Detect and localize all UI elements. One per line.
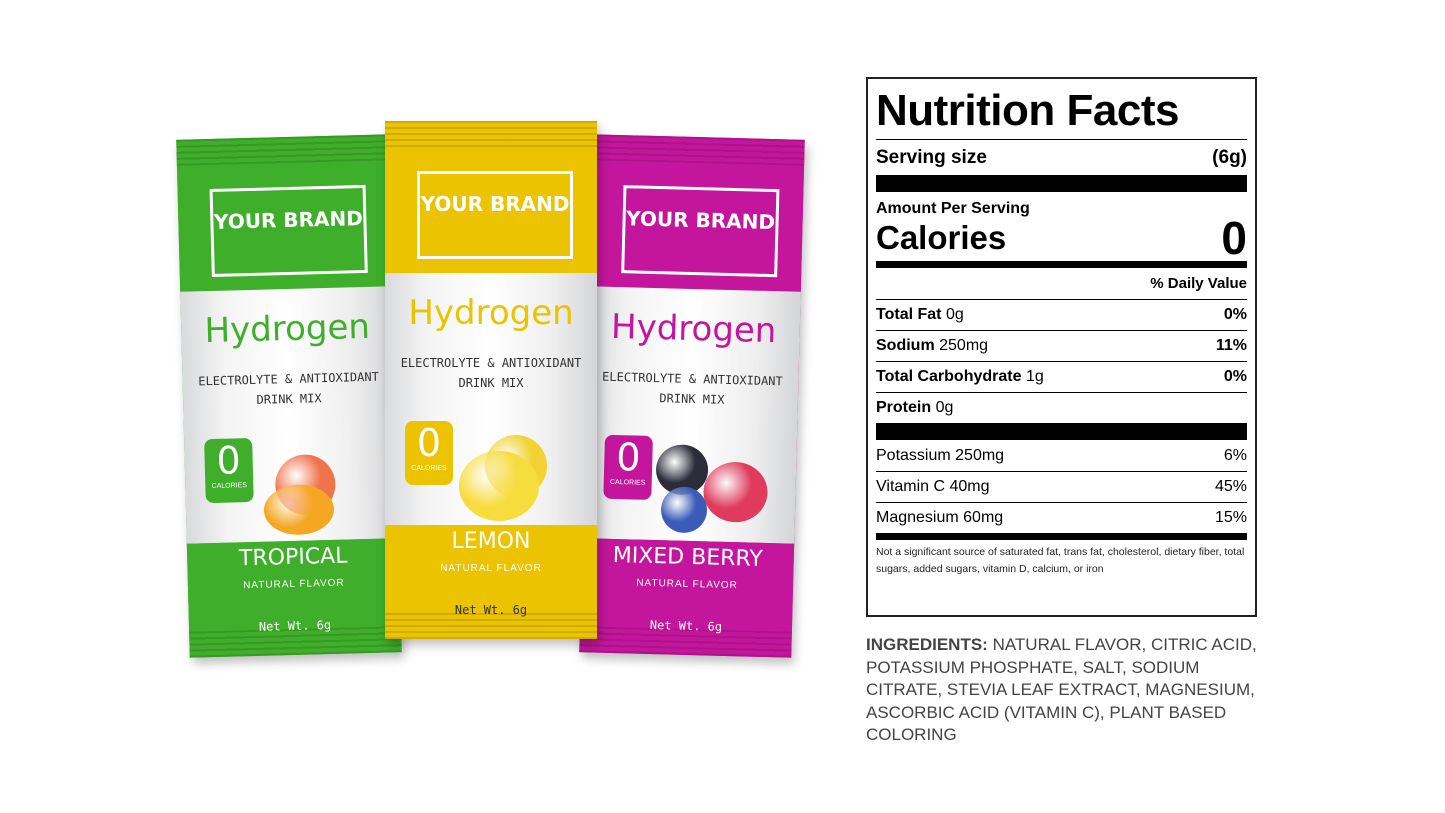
zero-calories-badge: 0 CALORIES <box>603 434 653 500</box>
ingredients-text: NATURAL FLAVOR, CITRIC ACID, POTASSIUM P… <box>866 635 1257 744</box>
product-subtitle: ELECTROLYTE & ANTIOXIDANT DRINK MIX <box>400 356 582 390</box>
packet-mixed-berry: YOUR BRAND Hydrogen ELECTROLYTE & ANTIOX… <box>579 134 805 658</box>
packet-lemon: YOUR BRAND Hydrogen ELECTROLYTE & ANTIOX… <box>385 121 597 639</box>
calories-label: Calories <box>876 219 1007 256</box>
divider <box>876 423 1247 440</box>
product-name: Hydrogen <box>408 293 574 333</box>
nutrition-title: Nutrition Facts <box>876 86 1179 135</box>
serving-size-label: Serving size <box>876 146 987 168</box>
zero-calories-badge: 0 CALORIES <box>204 437 254 504</box>
product-subtitle: ELECTROLYTE & ANTIOXIDANT DRINK MIX <box>198 369 380 407</box>
mineral-row: Potassium 250mg 6% <box>876 446 1247 464</box>
brand-box: YOUR BRAND <box>621 185 780 278</box>
mineral-row: Magnesium 60mg 15% <box>876 502 1247 533</box>
net-weight: Net Wt. 6g <box>454 603 528 617</box>
daily-value-header: % Daily Value <box>1150 275 1247 292</box>
footnote: Not a significant source of saturated fa… <box>876 546 1245 575</box>
ingredients: INGREDIENTS: NATURAL FLAVOR, CITRIC ACID… <box>866 634 1266 747</box>
zero-calories-badge: 0 CALORIES <box>405 421 453 485</box>
ingredients-label: INGREDIENTS: <box>866 635 988 654</box>
divider <box>876 175 1247 192</box>
calories-value: 0 <box>1221 212 1247 264</box>
brand-box: YOUR BRAND <box>417 171 573 259</box>
mineral-row: Vitamin C 40mg 45% <box>876 471 1247 502</box>
product-name: Hydrogen <box>610 306 777 352</box>
packet-tropical: YOUR BRAND Hydrogen ELECTROLYTE & ANTIOX… <box>176 134 402 658</box>
nutrient-row: Sodium 250mg 11% <box>876 330 1247 361</box>
brand-box: YOUR BRAND <box>209 184 368 277</box>
nutrition-facts-label: Nutrition Facts Serving size (6g) Amount… <box>866 77 1257 617</box>
divider <box>876 261 1247 268</box>
fruit-image <box>459 451 539 521</box>
flavor-note: NATURAL FLAVOR <box>440 563 542 574</box>
nutrient-row: Total Fat 0g 0% <box>876 299 1247 330</box>
product-name: Hydrogen <box>204 306 371 352</box>
nutrient-row: Total Carbohydrate 1g 0% <box>876 361 1247 392</box>
serving-size-value: (6g) <box>1212 146 1247 168</box>
nutrient-row: Protein 0g <box>876 392 1247 423</box>
amount-per-serving: Amount Per Serving <box>876 200 1030 217</box>
flavor-name: LEMON <box>451 529 531 554</box>
divider <box>876 533 1247 540</box>
product-subtitle: ELECTROLYTE & ANTIOXIDANT DRINK MIX <box>601 369 783 407</box>
